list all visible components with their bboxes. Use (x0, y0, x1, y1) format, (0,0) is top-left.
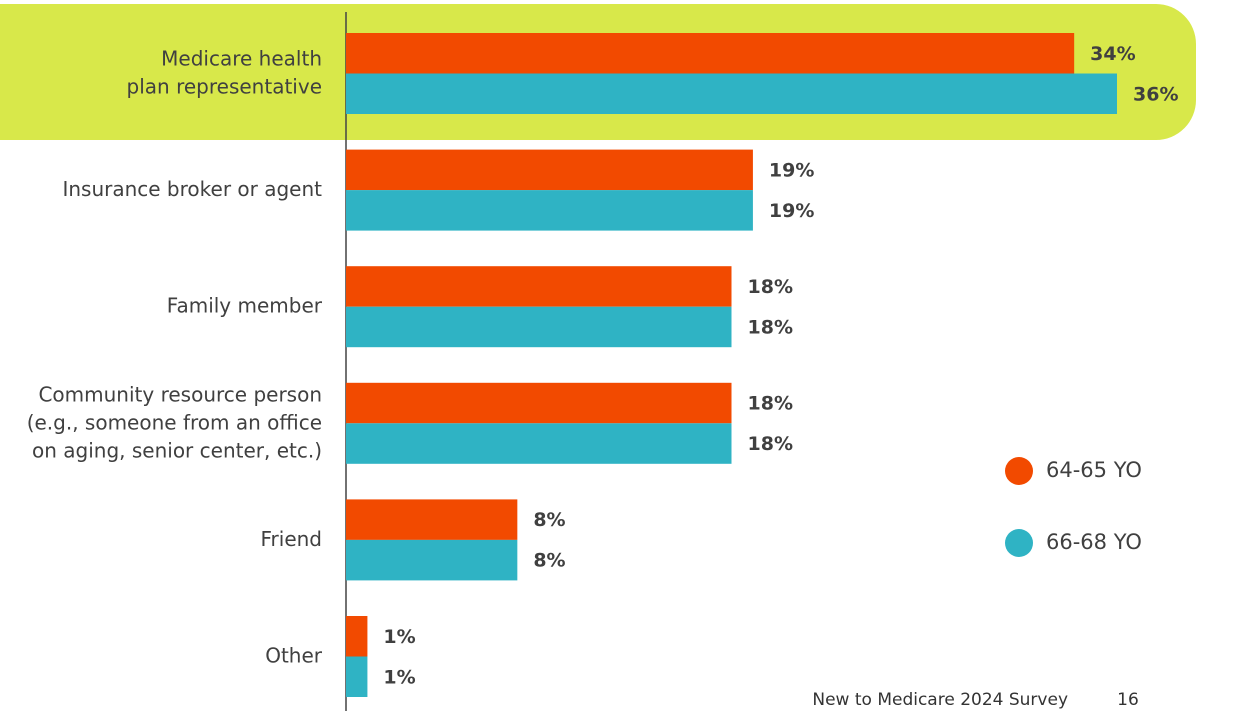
bar (346, 73, 1117, 114)
legend-swatch (1005, 529, 1033, 557)
bar (346, 539, 518, 581)
value-label: 19% (769, 159, 814, 181)
bar (346, 423, 732, 464)
legend-swatch (1005, 457, 1033, 485)
value-label: 18% (748, 276, 793, 298)
bar (346, 656, 368, 697)
category-label: Medicare health plan representative (127, 46, 322, 98)
value-label: 36% (1133, 83, 1178, 105)
value-label: 18% (748, 433, 793, 455)
bar (346, 499, 518, 540)
bar (346, 149, 753, 191)
bar (346, 306, 732, 348)
category-label: Friend (260, 526, 322, 550)
value-label: 1% (383, 626, 415, 648)
category-label: Insurance broker or agent (62, 177, 322, 201)
category-label: Other (265, 643, 323, 667)
bar (346, 190, 753, 231)
category-label: Community resource person (e.g., someone … (27, 382, 322, 462)
value-label: 18% (748, 393, 793, 415)
value-label: 18% (748, 316, 793, 338)
page-number: 16 (1117, 690, 1139, 710)
legend-label: 64-65 YO (1046, 458, 1142, 482)
footer: New to Medicare 2024 Survey (812, 690, 1068, 710)
bar (346, 382, 732, 424)
legend-label: 66-68 YO (1046, 530, 1142, 554)
category-label: Family member (167, 293, 323, 317)
bar (346, 33, 1075, 74)
value-label: 19% (769, 200, 814, 222)
bar (346, 616, 368, 657)
value-label: 1% (383, 666, 415, 688)
value-label: 8% (533, 550, 565, 572)
value-label: 8% (533, 509, 565, 531)
value-label: 34% (1090, 43, 1135, 65)
bar (346, 266, 732, 307)
